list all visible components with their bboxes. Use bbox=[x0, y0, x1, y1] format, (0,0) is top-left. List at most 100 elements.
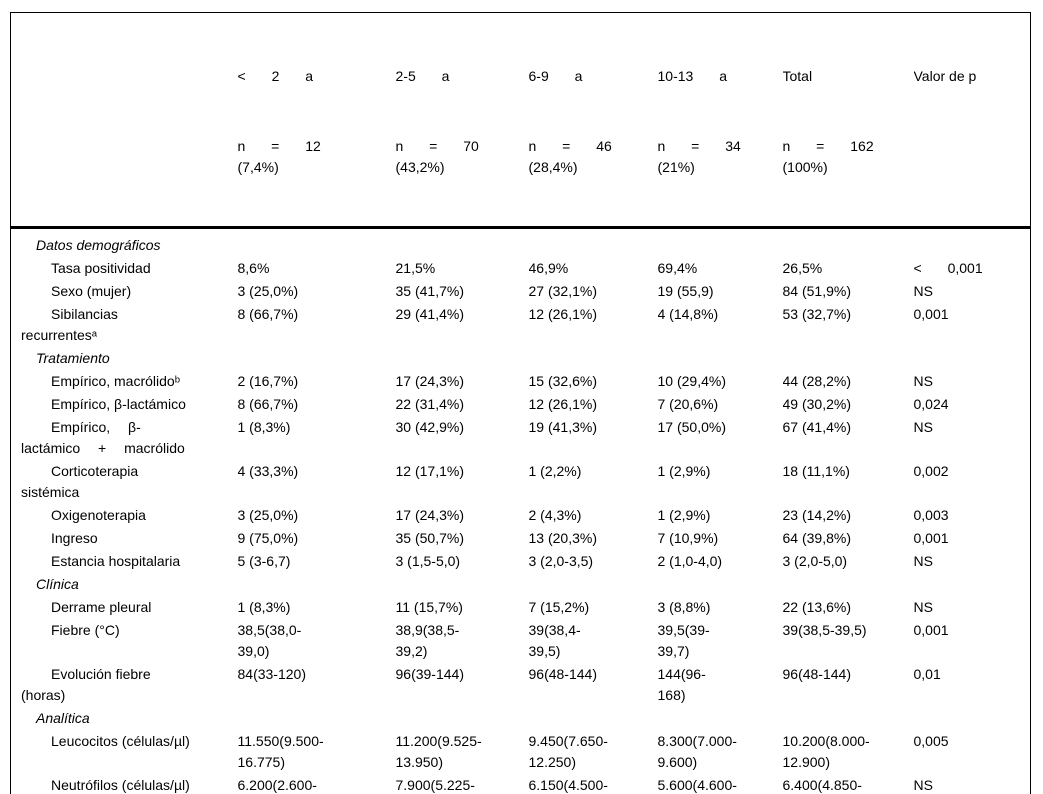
section-label: Clínica bbox=[36, 576, 79, 592]
cell-value bbox=[238, 574, 396, 597]
section-row: Datos demográficos bbox=[11, 228, 1031, 259]
cell-value: 96(48-144) bbox=[528, 666, 598, 682]
cell-value: 84 (51,9%) bbox=[782, 283, 851, 299]
cell-value: 22 (13,6%) bbox=[782, 599, 851, 615]
cell-value: 7 (10,9%) bbox=[657, 530, 719, 546]
cell-value: 3 (2,0-3,5) bbox=[528, 553, 594, 569]
table-body: Datos demográficos Tasa positividad 8,6% 21… bbox=[11, 228, 1031, 794]
cell-value: 22 (31,4%) bbox=[395, 396, 464, 412]
cell-value: 35 (50,7%) bbox=[395, 530, 464, 546]
cell-value bbox=[396, 574, 529, 597]
cell-value: 8,6% bbox=[237, 260, 270, 276]
section-label: Datos demográficos bbox=[36, 237, 161, 253]
cell-value bbox=[238, 228, 396, 259]
cell-value: 18 (11,1%) bbox=[782, 463, 850, 479]
cell-value: 17 (50,0%) bbox=[657, 419, 726, 435]
table-row: Empírico, macrólidoᵇ 2 (16,7%) 17 (24,3%) 1… bbox=[11, 371, 1031, 394]
cell-value: 2 (4,3%) bbox=[528, 507, 582, 523]
cell-value: 39(38,5-39,5) bbox=[782, 622, 867, 638]
table-row: Fiebre (°C) 38,5(38,0- 39,0) 38,9(38,5- 39… bbox=[11, 620, 1031, 664]
table-header: < 2 a n = 12 (7,4%) 2-5 a n = 70 (43,2%)… bbox=[10, 12, 1031, 229]
group-n-label: n = 70 (43,2%) bbox=[395, 138, 479, 175]
cell-pvalue bbox=[914, 348, 1031, 371]
cell-value bbox=[783, 574, 914, 597]
clinical-data-table: < 2 a n = 12 (7,4%) 2-5 a n = 70 (43,2%)… bbox=[10, 12, 1031, 794]
cell-value: 12 (17,1%) bbox=[395, 463, 464, 479]
cell-pvalue: NS bbox=[913, 419, 933, 435]
cell-value: 3 (25,0%) bbox=[237, 507, 299, 523]
cell-value: 17 (24,3%) bbox=[395, 507, 464, 523]
row-label: Empírico, macrólidoᵇ bbox=[51, 373, 180, 389]
cell-pvalue: 0,001 bbox=[913, 530, 949, 546]
cell-value: 23 (14,2%) bbox=[782, 507, 851, 523]
cell-pvalue: 0,003 bbox=[913, 507, 949, 523]
cell-value: 5 (3-6,7) bbox=[237, 553, 291, 569]
table-row: Oxigenoterapia 3 (25,0%) 17 (24,3%) 2 (4,3%… bbox=[11, 505, 1031, 528]
cell-value: 1 (2,9%) bbox=[657, 463, 711, 479]
cell-value: 8.300(7.000- 9.600) bbox=[657, 733, 737, 770]
table-row: Corticoterapia sistémica 4 (33,3%) 12 (17,… bbox=[11, 461, 1031, 505]
cell-pvalue: NS bbox=[913, 777, 933, 793]
cell-value: 1 (2,2%) bbox=[528, 463, 582, 479]
cell-value: 44 (28,2%) bbox=[782, 373, 851, 389]
cell-value bbox=[238, 348, 396, 371]
cell-value bbox=[396, 348, 529, 371]
cell-value: 39,5(39- 39,7) bbox=[657, 622, 710, 659]
cell-value bbox=[783, 228, 914, 259]
row-label: Evolución fiebre (horas) bbox=[21, 666, 151, 703]
row-label: Derrame pleural bbox=[51, 599, 152, 615]
row-label: Neutrófilos (células/µl) bbox=[51, 777, 190, 793]
table-row: Sexo (mujer) 3 (25,0%) 35 (41,7%) 27 (32,1%… bbox=[11, 281, 1031, 304]
cell-value bbox=[529, 228, 658, 259]
cell-value: 13 (20,3%) bbox=[528, 530, 597, 546]
cell-pvalue: NS bbox=[913, 373, 933, 389]
cell-value: 1 (8,3%) bbox=[237, 599, 291, 615]
cell-value bbox=[658, 348, 783, 371]
cell-value: 10 (29,4%) bbox=[657, 373, 726, 389]
cell-value: 9.450(7.650- 12.250) bbox=[528, 733, 608, 770]
cell-value: 11 (15,7%) bbox=[395, 599, 463, 615]
cell-value bbox=[658, 574, 783, 597]
section-label: Analítica bbox=[36, 710, 90, 726]
cell-value bbox=[396, 708, 529, 731]
cell-value: 38,5(38,0- 39,0) bbox=[237, 622, 302, 659]
row-label: Oxigenoterapia bbox=[51, 507, 146, 523]
cell-value: 12 (26,1%) bbox=[528, 306, 597, 322]
group-n-label: n = 34 (21%) bbox=[657, 138, 741, 175]
table-row: Evolución fiebre (horas) 84(33-120) 96(39-… bbox=[11, 664, 1031, 708]
cell-value: 11.550(9.500- 16.775) bbox=[237, 733, 324, 770]
age-group-label: 6-9 a bbox=[528, 68, 583, 84]
cell-value: 26,5% bbox=[782, 260, 823, 276]
cell-value: 27 (32,1%) bbox=[528, 283, 597, 299]
cell-pvalue: 0,002 bbox=[913, 463, 949, 479]
table-row: Sibilancias recurrentesᵃ 8 (66,7%) 29 (41,… bbox=[11, 304, 1031, 348]
header-row: < 2 a n = 12 (7,4%) 2-5 a n = 70 (43,2%)… bbox=[10, 12, 1031, 229]
cell-pvalue bbox=[914, 574, 1031, 597]
cell-value: 1 (8,3%) bbox=[237, 419, 291, 435]
cell-value: 6.150(4.500- 9.700) bbox=[528, 777, 608, 793]
table-row: Tasa positividad 8,6% 21,5% 46,9% 69,4% 26,5%… bbox=[11, 258, 1031, 281]
cell-value: 3 (8,8%) bbox=[657, 599, 711, 615]
cell-value: 5.600(4.600- 7.000) bbox=[657, 777, 737, 793]
cell-value: 10.200(8.000- 12.900) bbox=[782, 733, 870, 770]
row-label: Tasa positividad bbox=[51, 260, 151, 276]
row-label: Corticoterapia sistémica bbox=[21, 463, 139, 500]
cell-pvalue: 0,005 bbox=[913, 733, 949, 749]
cell-value: 39(38,4- 39,5) bbox=[528, 622, 581, 659]
cell-value bbox=[529, 348, 658, 371]
group-n-label: n = 12 (7,4%) bbox=[237, 138, 321, 175]
group-n-label: n = 46 (28,4%) bbox=[528, 138, 612, 175]
cell-value: 96(39-144) bbox=[395, 666, 465, 682]
header-col-pvalue: Valor de p bbox=[913, 12, 1031, 229]
row-label: Empírico, β- lactámico + macrólido bbox=[21, 419, 185, 456]
cell-value bbox=[658, 708, 783, 731]
cell-value: 7.900(5.225- 11.725) bbox=[395, 777, 475, 793]
section-row: Clínica bbox=[11, 574, 1031, 597]
cell-value: 38,9(38,5- 39,2) bbox=[395, 622, 460, 659]
cell-value: 2 (16,7%) bbox=[237, 373, 299, 389]
cell-pvalue: 0,001 bbox=[913, 306, 949, 322]
cell-value: 6.400(4.850- 9.950) bbox=[782, 777, 862, 793]
row-label: Estancia hospitalaria bbox=[51, 553, 181, 569]
table-row: Neutrófilos (células/µl) 6.200(2.600- 10.… bbox=[11, 775, 1031, 794]
